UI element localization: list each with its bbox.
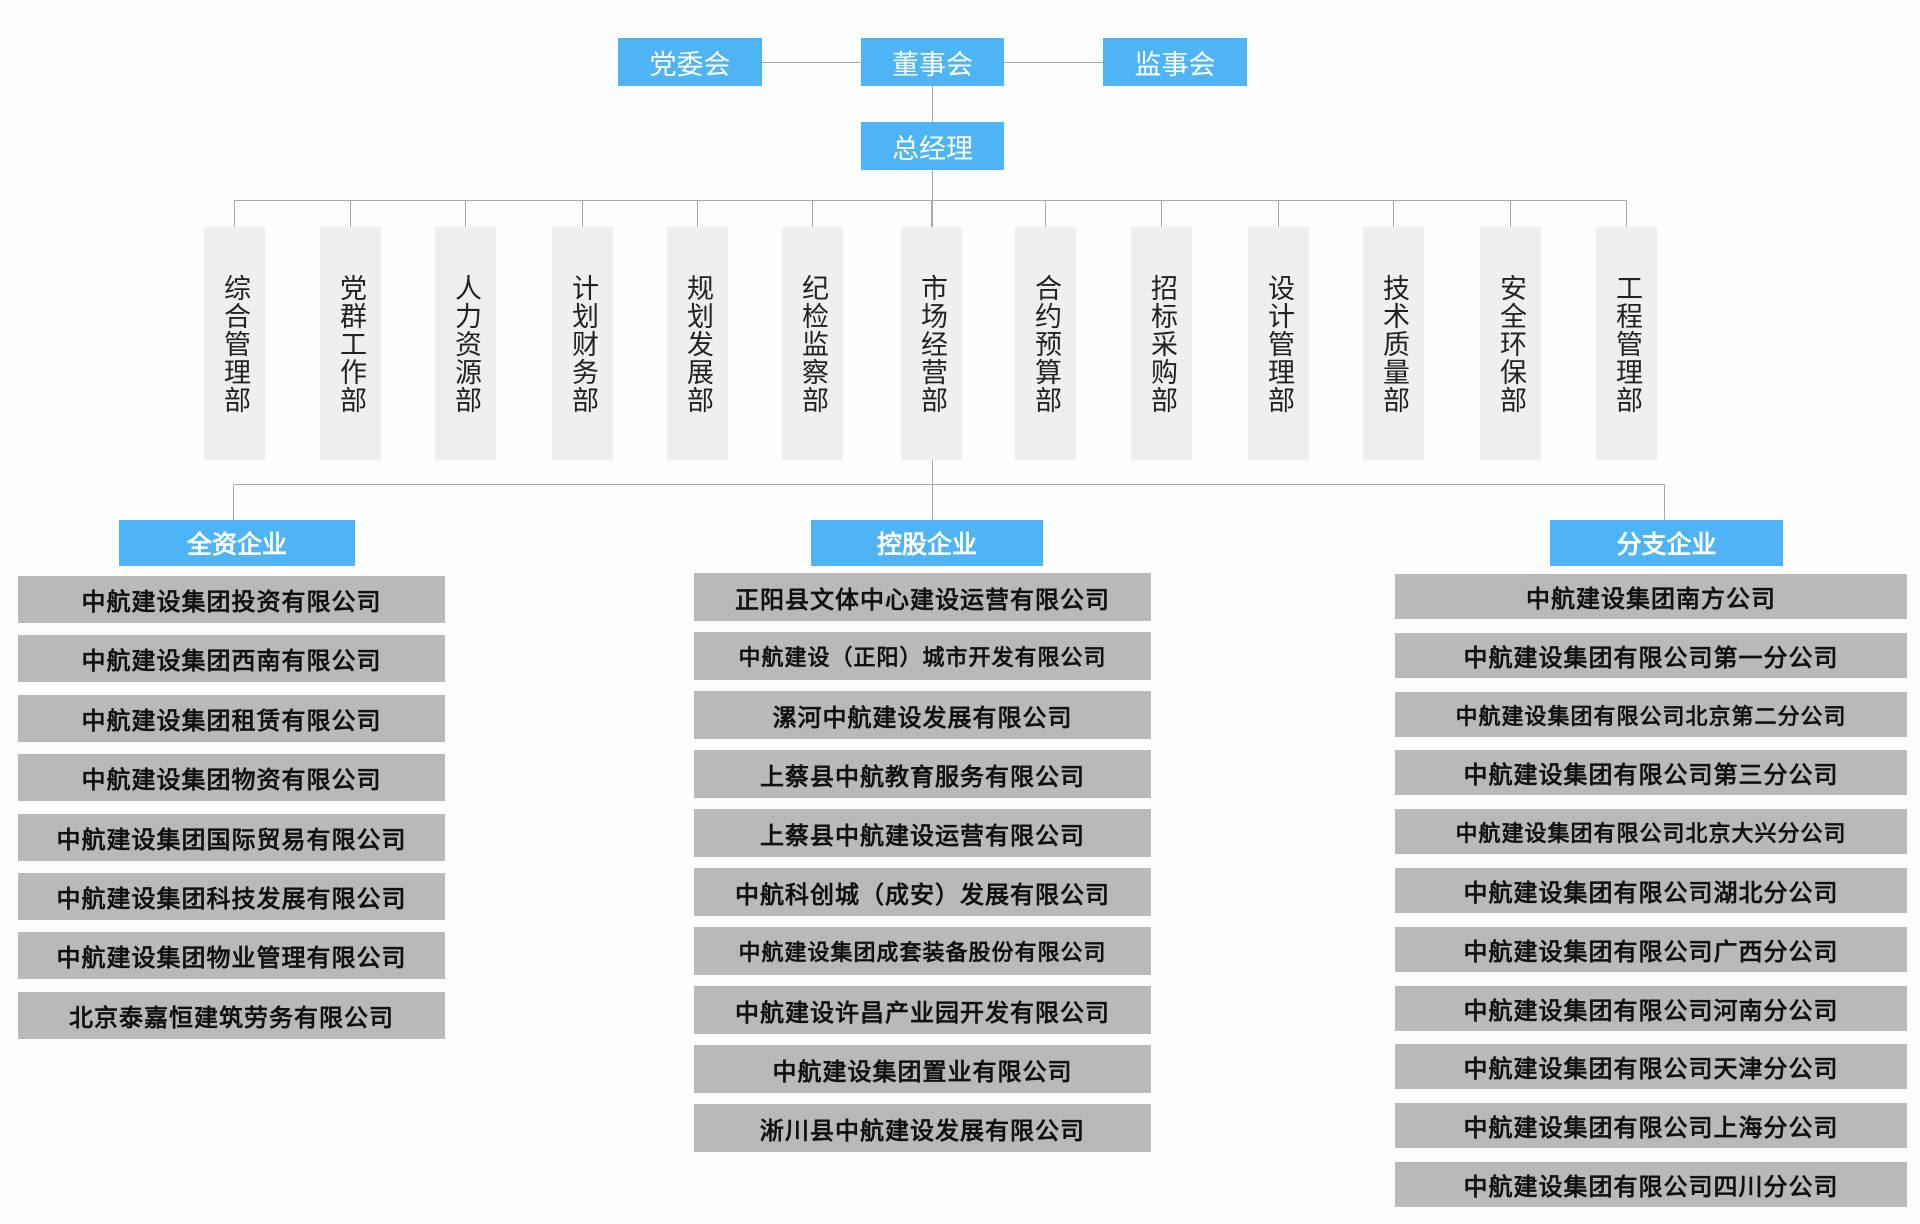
company-box: 中航建设集团科技发展有限公司 <box>18 873 445 920</box>
company-box: 中航建设集团有限公司上海分公司 <box>1395 1103 1907 1148</box>
connector <box>1045 200 1046 227</box>
general-manager-box: 总经理 <box>861 122 1004 170</box>
department-box: 市场经营部 <box>901 227 962 460</box>
connector <box>697 200 698 227</box>
company-box: 中航建设集团有限公司北京大兴分公司 <box>1395 809 1907 854</box>
connector <box>1510 200 1511 227</box>
company-box: 漯河中航建设发展有限公司 <box>694 691 1151 739</box>
department-box: 综合管理部 <box>204 227 265 460</box>
connector <box>1278 200 1279 227</box>
group-header: 分支企业 <box>1550 520 1783 566</box>
connector <box>1664 484 1665 520</box>
company-box: 中航建设集团置业有限公司 <box>694 1045 1151 1093</box>
department-box: 规划发展部 <box>667 227 728 460</box>
department-box: 计划财务部 <box>552 227 613 460</box>
department-box: 纪检监察部 <box>782 227 843 460</box>
connector <box>932 460 933 520</box>
company-box: 中航建设许昌产业园开发有限公司 <box>694 986 1151 1034</box>
company-box: 中航建设集团成套装备股份有限公司 <box>694 927 1151 975</box>
company-box: 北京泰嘉恒建筑劳务有限公司 <box>18 992 445 1039</box>
company-box: 正阳县文体中心建设运营有限公司 <box>694 573 1151 621</box>
department-box: 工程管理部 <box>1596 227 1657 460</box>
company-box: 中航建设集团有限公司第一分公司 <box>1395 633 1907 678</box>
company-box: 中航建设集团有限公司第三分公司 <box>1395 750 1907 795</box>
connector <box>582 200 583 227</box>
connector <box>932 86 933 122</box>
company-box: 中航建设集团有限公司湖北分公司 <box>1395 868 1907 913</box>
supervisory-board-box: 监事会 <box>1103 38 1247 86</box>
connector <box>1626 200 1627 227</box>
department-box: 合约预算部 <box>1015 227 1076 460</box>
company-box: 中航建设集团有限公司北京第二分公司 <box>1395 692 1907 737</box>
department-box: 招标采购部 <box>1131 227 1192 460</box>
company-box: 中航建设集团有限公司四川分公司 <box>1395 1162 1907 1207</box>
connector <box>234 200 1626 201</box>
connector <box>233 484 1664 485</box>
company-box: 上蔡县中航教育服务有限公司 <box>694 750 1151 798</box>
company-box: 中航建设集团租赁有限公司 <box>18 695 445 742</box>
company-box: 中航建设集团有限公司广西分公司 <box>1395 927 1907 972</box>
department-box: 人力资源部 <box>435 227 496 460</box>
connector <box>234 200 235 227</box>
board-box: 董事会 <box>861 38 1004 86</box>
connector <box>1161 200 1162 227</box>
department-box: 党群工作部 <box>320 227 381 460</box>
department-box: 设计管理部 <box>1248 227 1309 460</box>
company-box: 中航建设集团有限公司河南分公司 <box>1395 986 1907 1031</box>
company-box: 中航建设集团物业管理有限公司 <box>18 932 445 979</box>
department-box: 安全环保部 <box>1480 227 1541 460</box>
company-box: 中航建设集团南方公司 <box>1395 574 1907 619</box>
company-box: 淅川县中航建设发展有限公司 <box>694 1104 1151 1152</box>
department-box: 技术质量部 <box>1363 227 1424 460</box>
company-box: 中航建设集团物资有限公司 <box>18 754 445 801</box>
group-header: 控股企业 <box>811 520 1043 566</box>
group-header: 全资企业 <box>119 520 355 566</box>
company-box: 上蔡县中航建设运营有限公司 <box>694 809 1151 857</box>
company-box: 中航建设集团有限公司天津分公司 <box>1395 1044 1907 1089</box>
connector <box>350 200 351 227</box>
company-box: 中航建设集团投资有限公司 <box>18 576 445 623</box>
party-committee-box: 党委会 <box>618 38 762 86</box>
company-box: 中航科创城（成安）发展有限公司 <box>694 868 1151 916</box>
connector <box>1393 200 1394 227</box>
connector <box>233 484 234 520</box>
connector <box>465 200 466 227</box>
connector <box>931 200 932 227</box>
company-box: 中航建设（正阳）城市开发有限公司 <box>694 632 1151 680</box>
connector <box>812 200 813 227</box>
company-box: 中航建设集团国际贸易有限公司 <box>18 814 445 861</box>
company-box: 中航建设集团西南有限公司 <box>18 635 445 682</box>
